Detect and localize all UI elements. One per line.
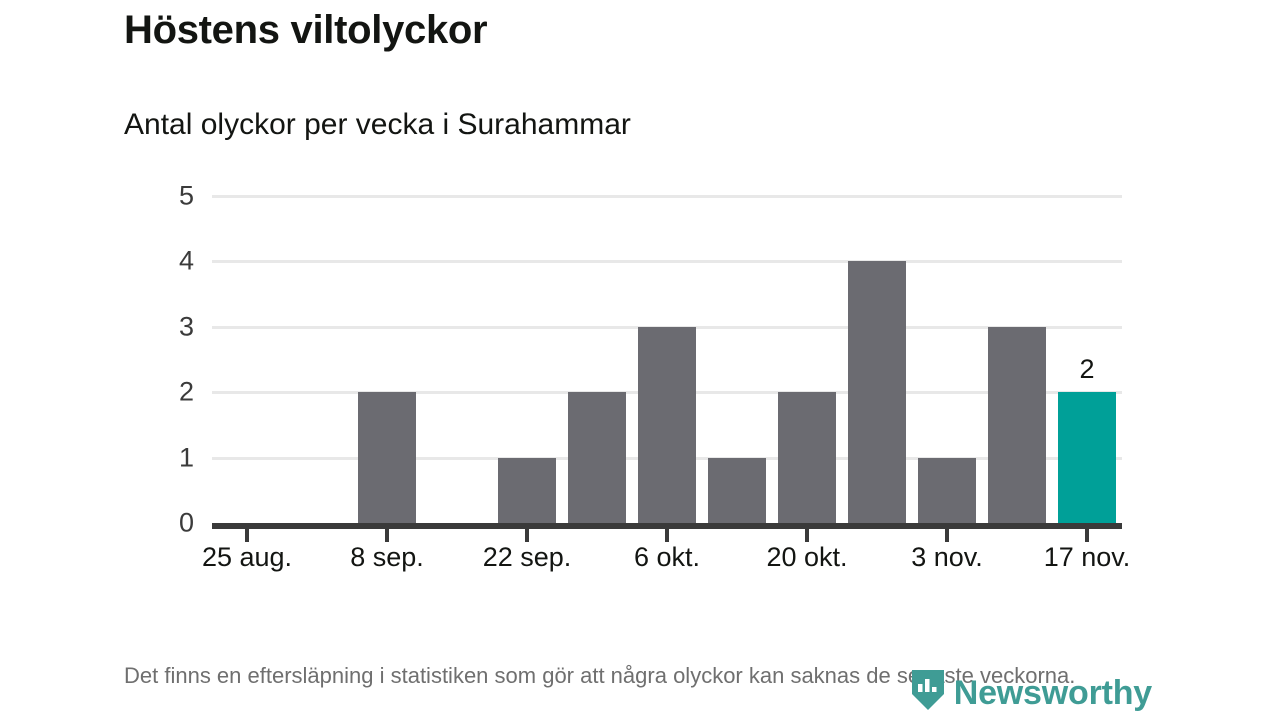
- x-axis-tick-label: 25 aug.: [201, 542, 293, 572]
- page-title: Höstens viltolyckor: [124, 8, 488, 52]
- bar[interactable]: [848, 261, 906, 523]
- x-axis-tick-mark: [1085, 529, 1089, 542]
- gridline: [212, 260, 1122, 264]
- x-axis-tick-mark: [805, 529, 809, 542]
- bar-value-label: 2: [1079, 354, 1095, 385]
- x-axis-tick-label: 8 sep.: [350, 542, 424, 572]
- y-axis-tick-label: 5: [178, 180, 194, 211]
- y-axis-tick-label: 3: [178, 311, 194, 342]
- bar-series: 2: [212, 196, 1122, 523]
- y-axis-tick-label: 2: [178, 376, 194, 407]
- y-axis-tick-label: 4: [178, 245, 194, 276]
- chart-subtitle: Antal olyckor per vecka i Surahammar: [124, 108, 631, 141]
- x-axis-tick-label: 22 sep.: [482, 542, 572, 572]
- bar[interactable]: [638, 326, 696, 523]
- x-axis-tick-label: 20 okt.: [766, 542, 848, 572]
- x-axis-tick-mark: [385, 529, 389, 542]
- bar[interactable]: [498, 457, 556, 523]
- logo-wordmark: Newsworthy: [953, 673, 1152, 712]
- bar[interactable]: [918, 457, 976, 523]
- bar[interactable]: [988, 326, 1046, 523]
- bar-chart: 0 1 2 3 4 5 2 25 aug. 8 sep. 22 sep. 6 okt. 20 ok…: [124, 180, 1134, 571]
- x-axis-tick-label: 6 okt.: [633, 542, 701, 572]
- y-axis-tick-label: 1: [178, 442, 194, 473]
- bar-highlighted[interactable]: [1058, 392, 1116, 523]
- bar[interactable]: [708, 457, 766, 523]
- plot-area: 0 1 2 3 4 5 2: [179, 182, 1122, 536]
- gridline: [212, 195, 1122, 198]
- x-axis-tick-mark: [945, 529, 949, 542]
- y-axis-tick-label: 0: [178, 507, 194, 538]
- bar[interactable]: [778, 392, 836, 523]
- bar[interactable]: [568, 392, 626, 523]
- x-axis-tick-label: 17 nov.: [1043, 542, 1131, 572]
- bar[interactable]: [358, 392, 416, 523]
- newsworthy-shield-bars-icon: [910, 668, 946, 717]
- x-axis-tick-mark: [245, 529, 249, 542]
- x-axis-tick-mark: [665, 529, 669, 542]
- x-axis-tick-mark: [525, 529, 529, 542]
- newsworthy-logo: Newsworthy: [910, 668, 1152, 717]
- x-axis-tick-label: 3 nov.: [911, 542, 983, 572]
- x-axis-line: [212, 523, 1122, 529]
